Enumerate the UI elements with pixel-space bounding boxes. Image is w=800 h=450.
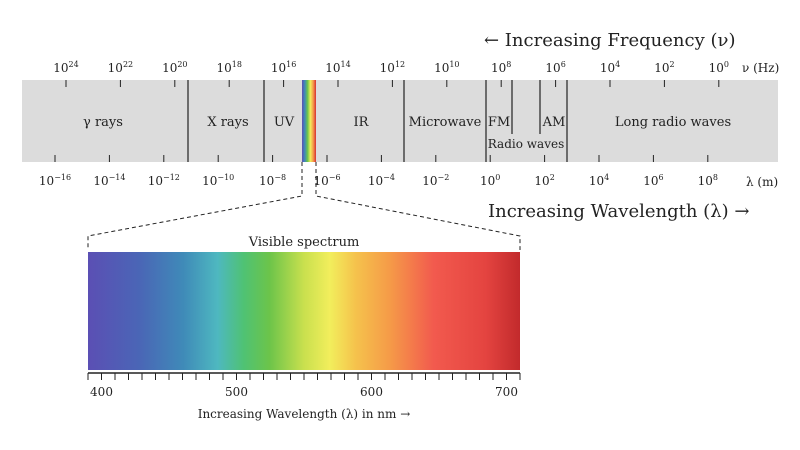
wavelength-tick-label: 10−14 [93, 173, 125, 188]
visible-strip-mini [302, 80, 316, 162]
wavelength-header: Increasing Wavelength (λ) → [488, 201, 749, 222]
frequency-tick-label: 1018 [216, 60, 241, 75]
frequency-tick-label: 1010 [434, 60, 459, 75]
wavelength-tick-label: 10−10 [202, 173, 234, 188]
frequency-tick-label: 1014 [325, 60, 350, 75]
zoom-line-left [87, 162, 303, 250]
wavelength-tick-label: 10−2 [422, 173, 449, 188]
visible-axis-ticks [87, 373, 521, 380]
band-gamma-rays: γ rays [83, 115, 123, 130]
frequency-tick-label: 102 [654, 60, 674, 75]
wavelength-ticks [54, 155, 709, 162]
visible-spectrum-title: Visible spectrum [248, 235, 360, 250]
wavelength-tick-label: 10−6 [313, 173, 340, 188]
wavelength-tick-label: 108 [698, 173, 718, 188]
band-microwave: Microwave [409, 115, 482, 130]
frequency-tick-label: 106 [545, 60, 565, 75]
frequency-tick-label: 1024 [53, 60, 78, 75]
frequency-header: ← Increasing Frequency (ν) [484, 30, 735, 51]
wavelength-tick-label: 106 [643, 173, 663, 188]
visible-spectrum-bar [88, 252, 520, 370]
visible-axis-label: Increasing Wavelength (λ) in nm → [198, 407, 411, 421]
frequency-tick-label: 1022 [108, 60, 133, 75]
wavelength-tick-label: 10−4 [368, 173, 395, 188]
visible-axis-tick-label: 500 [225, 385, 248, 399]
frequency-unit: ν (Hz) [742, 61, 779, 75]
wavelength-tick-label: 10−12 [148, 173, 180, 188]
band-long-radio-waves: Long radio waves [615, 115, 731, 130]
band-x-rays: X rays [207, 115, 248, 130]
frequency-tick-label: 1012 [380, 60, 405, 75]
wavelength-unit: λ (m) [746, 175, 778, 189]
frequency-tick-label: 1016 [271, 60, 296, 75]
wavelength-tick-label: 100 [480, 173, 500, 188]
visible-axis-labels: 400 500 600 700 [90, 385, 518, 399]
band-uv: UV [274, 115, 295, 130]
frequency-tick-label: 108 [491, 60, 511, 75]
wavelength-tick-label: 10−8 [259, 173, 286, 188]
zoom-line-right [315, 162, 521, 250]
wavelength-tick-labels: 10−16 10−14 10−12 10−10 10−8 10−6 10−4 10−2 100 1… [39, 173, 718, 188]
band-fm: FM [488, 115, 510, 130]
band-am: AM [542, 115, 566, 130]
visible-axis-tick-label: 600 [360, 385, 383, 399]
band-ir: IR [354, 115, 370, 130]
visible-axis-tick-label: 700 [495, 385, 518, 399]
visible-axis-tick-label: 400 [90, 385, 113, 399]
wavelength-tick-label: 102 [534, 173, 554, 188]
frequency-tick-label: 104 [600, 60, 620, 75]
frequency-tick-labels: 1024 1022 1020 1018 1016 1014 1012 1010 108 106 10… [53, 60, 729, 75]
wavelength-tick-label: 104 [589, 173, 609, 188]
frequency-tick-label: 100 [709, 60, 729, 75]
spectrum-band [22, 80, 778, 162]
wavelength-tick-label: 10−16 [39, 173, 71, 188]
band-radio-waves: Radio waves [488, 137, 565, 151]
frequency-ticks [65, 80, 720, 87]
frequency-tick-label: 1020 [162, 60, 187, 75]
